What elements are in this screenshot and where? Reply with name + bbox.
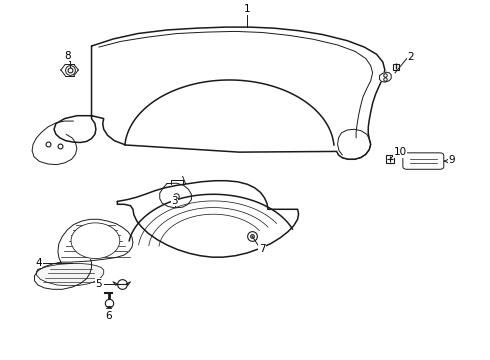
Text: 5: 5 <box>96 279 102 289</box>
Text: 7: 7 <box>259 244 266 253</box>
Text: 10: 10 <box>393 147 407 157</box>
Text: 2: 2 <box>407 52 414 62</box>
Text: 8: 8 <box>64 51 71 61</box>
Polygon shape <box>54 27 385 159</box>
Polygon shape <box>379 72 391 82</box>
Polygon shape <box>36 264 104 286</box>
Polygon shape <box>117 181 298 257</box>
FancyBboxPatch shape <box>403 153 444 169</box>
Ellipse shape <box>71 223 120 258</box>
Text: 9: 9 <box>449 156 455 165</box>
Text: 1: 1 <box>244 4 251 14</box>
Text: 4: 4 <box>35 258 42 268</box>
Polygon shape <box>160 183 192 208</box>
Text: 6: 6 <box>105 311 112 321</box>
Polygon shape <box>58 219 133 262</box>
Text: 3: 3 <box>171 196 178 206</box>
